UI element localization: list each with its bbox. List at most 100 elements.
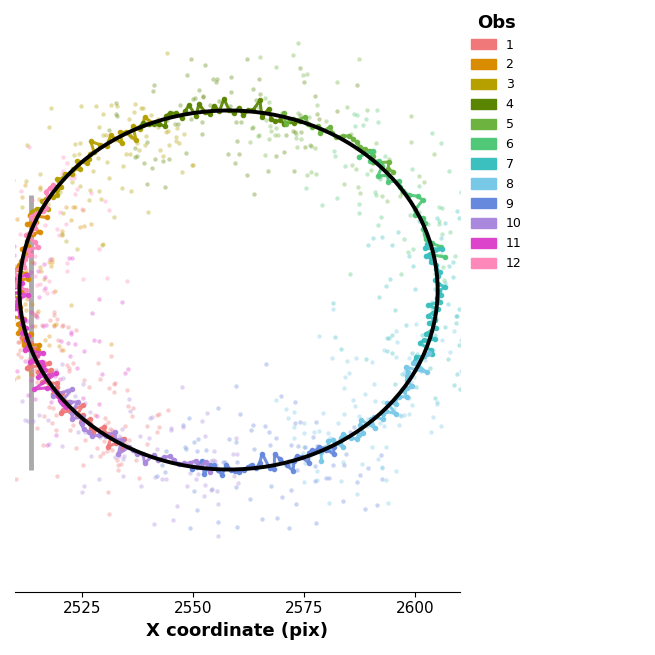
Point bbox=[367, 157, 377, 168]
Point bbox=[39, 258, 49, 269]
Point bbox=[386, 329, 397, 340]
Point bbox=[229, 471, 239, 481]
Point bbox=[62, 258, 72, 269]
Point bbox=[271, 123, 282, 134]
Point bbox=[141, 439, 152, 449]
Point bbox=[261, 115, 272, 125]
Point bbox=[132, 150, 142, 160]
Point bbox=[306, 167, 316, 178]
Point bbox=[0, 221, 7, 231]
Point bbox=[232, 521, 242, 532]
Point bbox=[434, 215, 444, 226]
Point bbox=[384, 333, 394, 344]
Point bbox=[248, 122, 258, 132]
Point bbox=[57, 230, 67, 240]
Point bbox=[321, 116, 331, 126]
Point bbox=[284, 114, 294, 124]
Point bbox=[32, 422, 43, 433]
Point bbox=[90, 101, 101, 111]
Point bbox=[122, 364, 133, 375]
Point bbox=[394, 191, 405, 202]
Point bbox=[377, 191, 388, 201]
Point bbox=[166, 422, 177, 433]
Point bbox=[24, 358, 34, 369]
Point bbox=[16, 337, 27, 347]
Point bbox=[419, 177, 430, 187]
Point bbox=[179, 128, 189, 139]
Point bbox=[3, 329, 13, 340]
Point bbox=[107, 424, 117, 435]
Point bbox=[341, 102, 352, 112]
Point bbox=[103, 383, 114, 393]
Point bbox=[100, 419, 110, 430]
Point bbox=[348, 422, 359, 432]
Point bbox=[225, 87, 236, 98]
Point bbox=[430, 330, 441, 341]
Point bbox=[119, 421, 130, 431]
Point bbox=[343, 368, 354, 379]
Point bbox=[458, 227, 468, 237]
Point bbox=[362, 239, 373, 250]
Point bbox=[187, 160, 198, 170]
Point bbox=[284, 522, 295, 533]
Point bbox=[369, 158, 379, 168]
Point bbox=[370, 396, 381, 406]
Point bbox=[311, 100, 322, 110]
Point bbox=[377, 232, 387, 242]
Point bbox=[316, 199, 327, 210]
Point bbox=[111, 108, 121, 119]
Point bbox=[22, 316, 32, 327]
Point bbox=[126, 122, 137, 133]
Point bbox=[403, 409, 414, 419]
Point bbox=[299, 477, 309, 487]
Point bbox=[113, 459, 124, 470]
Point bbox=[140, 140, 151, 151]
Point bbox=[390, 326, 401, 336]
Point bbox=[371, 105, 382, 115]
Point bbox=[202, 407, 212, 418]
Point bbox=[440, 278, 451, 289]
Point bbox=[20, 179, 31, 190]
Point bbox=[43, 199, 53, 210]
Point bbox=[26, 370, 36, 381]
Point bbox=[381, 281, 392, 291]
Point bbox=[80, 435, 90, 445]
Point bbox=[136, 103, 146, 113]
Point bbox=[260, 93, 271, 103]
Point bbox=[0, 452, 8, 462]
Point bbox=[50, 364, 61, 375]
Point bbox=[360, 504, 370, 514]
Point bbox=[134, 473, 144, 483]
Point bbox=[176, 167, 187, 178]
Point bbox=[58, 345, 68, 355]
Point bbox=[232, 457, 242, 468]
Point bbox=[192, 505, 202, 515]
Point bbox=[98, 130, 108, 141]
Point bbox=[299, 457, 310, 468]
Point bbox=[136, 480, 147, 491]
Point bbox=[170, 132, 181, 142]
Point bbox=[141, 130, 152, 141]
Point bbox=[116, 433, 126, 443]
Point bbox=[451, 369, 462, 379]
Point bbox=[21, 265, 31, 275]
Point bbox=[219, 457, 230, 467]
Point bbox=[370, 187, 381, 197]
Point bbox=[0, 320, 8, 331]
Point bbox=[39, 411, 49, 421]
Point bbox=[61, 202, 71, 212]
Point bbox=[474, 219, 485, 229]
Point bbox=[264, 427, 274, 438]
Point bbox=[29, 258, 39, 269]
Point bbox=[375, 417, 385, 428]
Point bbox=[339, 460, 349, 470]
Point bbox=[9, 271, 20, 282]
Point bbox=[411, 318, 421, 329]
Point bbox=[310, 476, 320, 486]
Point bbox=[46, 261, 56, 272]
Point bbox=[13, 372, 24, 383]
Point bbox=[345, 128, 356, 139]
Point bbox=[28, 370, 39, 381]
Point bbox=[328, 460, 339, 471]
Point bbox=[378, 396, 388, 407]
